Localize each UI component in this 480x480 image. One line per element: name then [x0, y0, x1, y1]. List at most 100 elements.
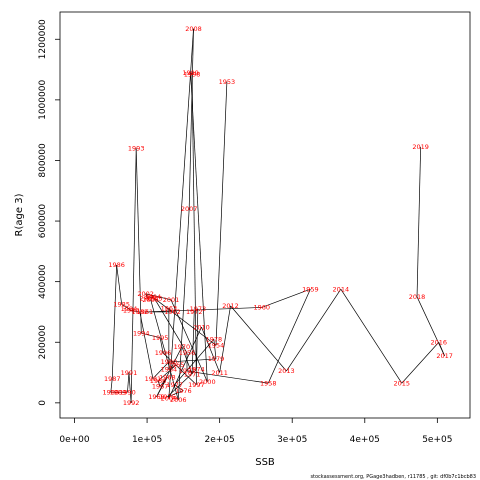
segment-2007-2008 [188, 28, 194, 209]
segment-1991-1992 [128, 372, 132, 403]
segment-2002-2003 [145, 293, 149, 299]
point-label-2005: 2005 [142, 296, 159, 304]
point-label-2017: 2017 [436, 352, 453, 360]
segment-1953-1954 [215, 81, 228, 346]
point-label-1978: 1978 [206, 335, 223, 343]
point-label-1953: 1953 [219, 78, 236, 86]
segment-1979-1980 [168, 358, 217, 363]
series-lines [110, 28, 445, 403]
point-label-1987: 1987 [104, 375, 121, 383]
segment-1981-1982 [139, 311, 154, 379]
point-label-1971: 1971 [184, 370, 201, 378]
segment-1992-1993 [130, 148, 137, 403]
segment-2008-2009 [168, 28, 194, 399]
segment-1984-1985 [121, 304, 130, 310]
point-label-1985: 1985 [113, 301, 130, 309]
segment-2001-2002 [145, 293, 172, 301]
segment-2010-2011 [201, 326, 220, 373]
segment-1966-1967 [157, 380, 161, 387]
segment-1986-1987 [111, 264, 117, 379]
point-label-1988: 1988 [103, 388, 120, 396]
segment-1990-1991 [127, 372, 130, 393]
segment-1999-2000 [190, 72, 208, 382]
point-label-1992: 1992 [123, 399, 140, 407]
segment-1985-1986 [116, 264, 123, 305]
point-label-1957: 1957 [179, 367, 196, 375]
point-label-1990: 1990 [119, 388, 136, 396]
point-label-1967: 1967 [152, 382, 169, 390]
point-label-1973: 1973 [190, 305, 207, 313]
y-tick-label-3: 600000 [38, 204, 48, 239]
point-label-2007: 2007 [181, 205, 198, 213]
x-tick-label-0: 0e+00 [59, 435, 90, 445]
y-axis: 0 200000 400000 600000 800000 1000000 1200000 [38, 19, 60, 406]
point-label-1965: 1965 [168, 361, 185, 369]
x-tick-label-5: 5e+05 [422, 435, 452, 445]
point-label-1970: 1970 [174, 343, 191, 351]
segment-2017-2018 [416, 296, 445, 357]
x-tick-label-4: 4e+05 [350, 435, 380, 445]
point-label-1962: 1962 [164, 308, 181, 316]
point-label-2015: 2015 [394, 379, 411, 387]
plot-frame [59, 11, 471, 419]
point-label-1969: 1969 [148, 393, 165, 401]
point-label-2001: 2001 [163, 296, 180, 304]
segment-2000-2001 [170, 299, 208, 382]
point-label-1999: 1999 [182, 69, 199, 77]
point-label-1984: 1984 [121, 305, 138, 313]
point-label-1966: 1966 [150, 377, 167, 385]
point-label-2011: 2011 [211, 369, 228, 377]
point-label-1989: 1989 [110, 388, 127, 396]
point-label-1982: 1982 [132, 308, 149, 316]
segment-1993-1994 [135, 148, 142, 334]
segment-1957-1958 [186, 370, 269, 384]
point-label-2003: 2003 [140, 295, 157, 303]
segment-1994-1995 [141, 332, 161, 339]
segment-1958-1959 [267, 289, 311, 384]
point-label-2006: 2006 [170, 396, 187, 404]
segment-1982-1983 [131, 310, 140, 313]
segment-1980-1981 [152, 361, 170, 379]
point-label-1981: 1981 [145, 375, 162, 383]
x-tick-label-1: 1e+05 [132, 435, 162, 445]
segment-1977-1978 [174, 338, 215, 385]
y-tick-label-2: 400000 [38, 264, 48, 299]
segment-1983-1984 [128, 308, 132, 311]
point-label-2009: 2009 [161, 395, 178, 403]
point-label-1954: 1954 [208, 341, 225, 349]
point-label-1993: 1993 [128, 145, 145, 153]
point-label-2013: 2013 [278, 367, 295, 375]
point-label-1961: 1961 [137, 308, 154, 316]
segment-2015-2016 [401, 342, 440, 384]
segment-2004-2005 [150, 296, 154, 301]
y-tick-label-5: 1000000 [38, 80, 48, 120]
point-label-1958: 1958 [260, 379, 277, 387]
point-label-2008: 2008 [185, 25, 202, 33]
point-label-1964: 1964 [161, 366, 178, 374]
segment-1959-1960 [261, 288, 311, 308]
point-label-2016: 2016 [431, 338, 448, 346]
segment-1987-1988 [110, 378, 113, 393]
segment-1978-1979 [213, 339, 217, 359]
point-label-1968: 1968 [159, 373, 176, 381]
segment-1974-1975 [167, 369, 197, 398]
segment-2014-2015 [340, 289, 403, 384]
point-label-1974: 1974 [188, 366, 205, 374]
point-label-2018: 2018 [409, 293, 426, 301]
segment-1972-1973 [194, 308, 199, 313]
segment-1969-1970 [156, 346, 183, 397]
point-label-1977: 1977 [166, 381, 183, 389]
x-tick-label-2: 2e+05 [205, 435, 235, 445]
x-axis-title: SSB [255, 457, 275, 468]
segment-1995-1996 [159, 337, 164, 353]
point-label-1997: 1997 [188, 381, 205, 389]
point-label-1994: 1994 [133, 329, 150, 337]
segment-1962-1963 [168, 308, 173, 313]
point-label-1975: 1975 [159, 393, 176, 401]
point-label-2002: 2002 [137, 290, 154, 298]
segment-2006-2007 [177, 208, 190, 400]
segment-2009-2010 [168, 326, 202, 399]
y-tick-label-1: 200000 [38, 325, 48, 360]
point-label-1979: 1979 [208, 355, 225, 363]
